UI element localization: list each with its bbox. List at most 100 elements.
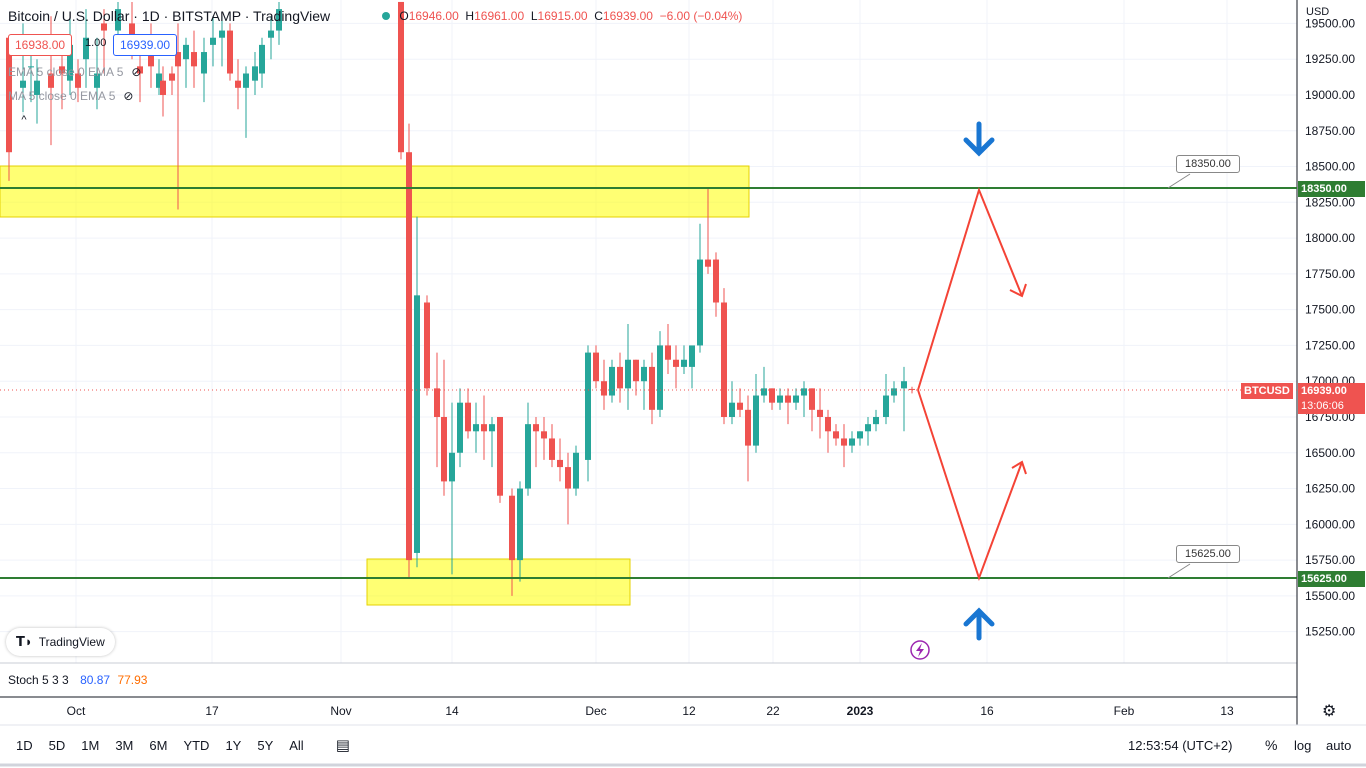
candle-body	[497, 416, 503, 496]
candle-body	[473, 424, 479, 432]
log-scale-button[interactable]: log	[1294, 738, 1312, 753]
candle-body	[705, 259, 711, 267]
price-tick-label: 18000.00	[1305, 231, 1355, 245]
candle-body	[729, 402, 735, 417]
candle-body	[227, 30, 233, 74]
tradingview-logo[interactable]: 𝗧◗ TradingView	[6, 628, 115, 656]
price-tick-label: 18250.00	[1305, 195, 1355, 209]
candle-body	[434, 388, 440, 417]
candle-body	[857, 431, 863, 439]
currency-selector[interactable]: USD	[1306, 6, 1330, 18]
timeframe-1m[interactable]: 1M	[81, 737, 100, 753]
timeframe-all[interactable]: All	[289, 737, 304, 753]
stoch-name: Stoch 5 3 3	[8, 673, 69, 687]
resistance-price-badge: 18350.00	[1298, 181, 1365, 197]
candle-body	[75, 73, 81, 88]
tv-logo-icon: 𝗧◗	[16, 634, 33, 649]
time-axis-label: 2023	[846, 704, 874, 718]
candle-body	[689, 345, 695, 367]
candle-body	[94, 73, 100, 88]
candle-body	[268, 30, 274, 38]
collapse-legend-button[interactable]: ^	[14, 112, 34, 128]
symbol-title[interactable]: Bitcoin / U.S. Dollar · 1D · BITSTAMP · …	[8, 8, 331, 24]
low-value: 16915.00	[537, 9, 588, 23]
candle-body	[525, 424, 531, 489]
candle-body	[737, 402, 743, 410]
candle-body	[761, 388, 767, 396]
candle-body	[901, 381, 907, 389]
candle-body	[777, 395, 783, 403]
candle-body	[713, 259, 719, 303]
buy-button[interactable]: 16939.00	[113, 34, 178, 56]
time-axis-label: 13	[1220, 704, 1234, 718]
time-axis-label: 17	[205, 704, 219, 718]
price-tick-label: 16000.00	[1305, 517, 1355, 531]
price-tick-label: 19000.00	[1305, 88, 1355, 102]
candle-body	[745, 409, 751, 446]
timeframe-1d[interactable]: 1D	[16, 737, 33, 753]
price-tick-label: 15250.00	[1305, 625, 1355, 639]
candle-body	[721, 302, 727, 417]
percent-scale-button[interactable]: %	[1265, 737, 1278, 753]
timeframe-ytd[interactable]: YTD	[183, 737, 210, 753]
candle-body	[817, 409, 823, 417]
indicator-ma-row[interactable]: MA 5 close 0 EMA 5 ⊘	[8, 89, 133, 103]
timeframe-6m[interactable]: 6M	[149, 737, 168, 753]
candle-body	[793, 395, 799, 403]
projection-arrowhead-top	[1009, 283, 1027, 298]
symbol-badge: BTCUSD	[1241, 383, 1293, 399]
candle-body	[48, 73, 54, 88]
support-zone	[366, 558, 631, 606]
indicator-ema-row[interactable]: EMA 5 close 0 EMA 5 ⊘	[8, 65, 141, 79]
time-axis-label: 16	[980, 704, 994, 718]
support-price-badge: 15625.00	[1298, 571, 1365, 587]
candle-body	[465, 402, 471, 432]
lightning-icon	[910, 640, 930, 660]
bar-countdown: 13:06:06	[1298, 398, 1365, 414]
eye-hidden-icon[interactable]: ⊘	[131, 65, 142, 79]
candle-body	[533, 424, 539, 432]
price-tick-label: 17500.00	[1305, 303, 1355, 317]
callout-bottom[interactable]: 15625.00	[1176, 545, 1240, 563]
time-axis-label: 14	[445, 704, 459, 718]
candle-body	[565, 467, 571, 489]
utc-clock[interactable]: 12:53:54 (UTC+2)	[1128, 738, 1233, 753]
auto-scale-button[interactable]: auto	[1326, 738, 1352, 753]
stoch-legend[interactable]: Stoch 5 3 3 80.87 77.93	[8, 673, 147, 687]
time-axis-label: Dec	[585, 704, 607, 718]
callout-pointer-bottom	[1167, 563, 1191, 579]
timeframe-3m[interactable]: 3M	[115, 737, 134, 753]
candle-body	[137, 66, 143, 74]
candle-body	[67, 44, 73, 81]
candle-body	[601, 381, 607, 396]
settings-gear-icon[interactable]: ⚙	[1322, 703, 1337, 720]
candle-body	[489, 424, 495, 432]
candle-body	[252, 66, 258, 81]
time-axis-label: 22	[766, 704, 780, 718]
time-axis-label: Oct	[66, 704, 86, 718]
candle-body	[753, 395, 759, 446]
candle-body	[83, 37, 89, 60]
timeframe-5y[interactable]: 5Y	[257, 737, 274, 753]
change-value: −6.00 (−0.04%)	[659, 9, 743, 23]
candle-body	[406, 152, 412, 561]
timeframe-1y[interactable]: 1Y	[225, 737, 242, 753]
candle-body	[20, 80, 26, 88]
price-tick-label: 15500.00	[1305, 589, 1355, 603]
time-axis-label: Feb	[1113, 704, 1135, 718]
candle-body	[909, 388, 915, 390]
candle-body	[617, 366, 623, 389]
candle-body	[517, 488, 523, 561]
price-tick-label: 18750.00	[1305, 124, 1355, 138]
price-tick-label: 19250.00	[1305, 52, 1355, 66]
chart-grid	[0, 0, 1297, 663]
candle-body	[681, 359, 687, 367]
sell-button[interactable]: 16938.00	[8, 34, 73, 56]
candle-body	[641, 366, 647, 382]
candle-body	[625, 359, 631, 389]
callout-top[interactable]: 18350.00	[1176, 155, 1240, 173]
eye-hidden-icon[interactable]: ⊘	[123, 89, 134, 103]
timeframe-5d[interactable]: 5D	[48, 737, 66, 753]
date-range-icon[interactable]: ▤	[335, 737, 350, 754]
